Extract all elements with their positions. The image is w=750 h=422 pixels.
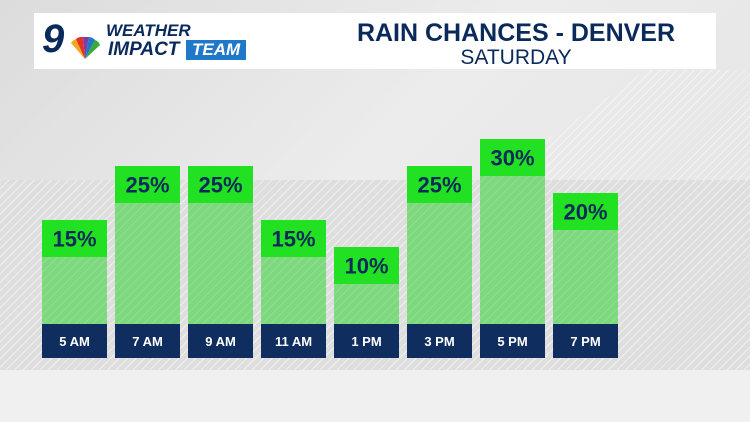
chart-subtitle: SATURDAY [460,46,572,69]
time-label: 5 AM [59,334,90,349]
bar-value-label: 10% [344,254,388,279]
time-label: 3 PM [424,334,454,349]
bar-value-label: 15% [52,227,96,252]
logo-team-text: TEAM [186,40,247,60]
bar-cap [115,166,180,203]
time-label-box [553,324,618,358]
bar-body [188,203,253,324]
bar-body [42,257,107,324]
time-label: 7 AM [132,334,163,349]
bar-cap [42,220,107,257]
bar-body [115,203,180,324]
bar-value-label: 25% [417,173,461,198]
bar-body [407,203,472,324]
time-label: 11 AM [275,334,312,349]
peacock-icon [71,37,100,59]
time-label: 9 AM [205,334,236,349]
time-label-box [188,324,253,358]
bar-value-label: 25% [125,173,169,198]
bar-body [553,230,618,324]
bar-value-label: 25% [198,173,242,198]
bar-cap [261,220,326,257]
chart-title: RAIN CHANCES - DENVER [356,19,676,47]
bar-cap [334,247,399,284]
bar-cap [553,193,618,230]
station-logo: 9 WEATHER IMPACT TEAM [42,17,262,63]
bar-value-label: 15% [271,227,315,252]
logo-impact-text: IMPACT [108,39,180,60]
header-banner: 9 WEATHER IMPACT TEAM RAIN CHANCES - DEN… [34,13,716,69]
bar-value-label: 20% [563,200,607,225]
bar-body [480,176,545,324]
time-label-box [407,324,472,358]
bar-body [261,257,326,324]
bar-cap [407,166,472,203]
logo-weather-text: WEATHER [106,21,191,40]
logo-number: 9 [42,17,64,61]
time-label-box [261,324,326,358]
bar-value-label: 30% [490,146,534,171]
time-label: 1 PM [351,334,381,349]
time-label-box [334,324,399,358]
background-bottom-band [0,370,750,422]
time-label-box [42,324,107,358]
time-label: 7 PM [570,334,600,349]
bar-cap [480,139,545,176]
time-label: 5 PM [497,334,527,349]
bar-body [334,284,399,324]
time-label-box [480,324,545,358]
bar-cap [188,166,253,203]
time-label-box [115,324,180,358]
